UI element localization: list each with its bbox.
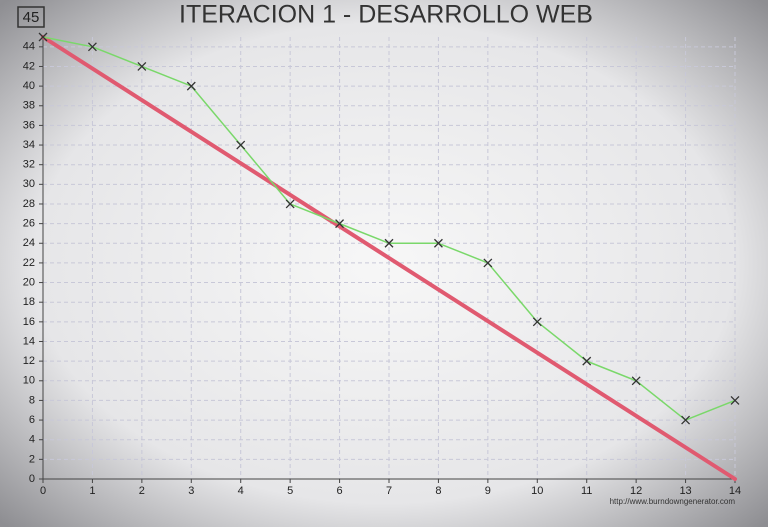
y-tick-label: 38 xyxy=(23,100,35,112)
x-tick-label: 8 xyxy=(435,485,441,497)
point-marker xyxy=(285,199,295,209)
y-tick-label: 18 xyxy=(23,296,35,308)
x-tick-label: 9 xyxy=(485,485,491,497)
point-marker xyxy=(38,32,48,42)
point-marker xyxy=(631,376,641,386)
y-tick-label: 42 xyxy=(23,60,35,72)
y-tick-label: 16 xyxy=(23,316,35,328)
y-tick-label: 8 xyxy=(29,394,35,406)
y-tick-label: 2 xyxy=(29,453,35,465)
y-tick-label: 0 xyxy=(29,473,35,485)
x-tick-label: 14 xyxy=(729,485,741,497)
x-tick-label: 5 xyxy=(287,485,293,497)
y-tick-label: 28 xyxy=(23,198,35,210)
y-tick-label: 36 xyxy=(23,119,35,131)
point-marker xyxy=(532,317,542,327)
point-marker xyxy=(236,140,246,150)
chart-title: ITERACION 1 - DESARROLLO WEB xyxy=(179,1,593,29)
x-tick-label: 7 xyxy=(386,485,392,497)
point-marker xyxy=(137,62,147,71)
x-tick-label: 12 xyxy=(630,485,642,497)
y-tick-label: 24 xyxy=(23,237,35,249)
y-tick-label: 14 xyxy=(23,335,35,347)
x-tick-label: 1 xyxy=(89,485,95,497)
y-tick-label: 22 xyxy=(23,257,35,269)
x-tick-label: 10 xyxy=(531,485,543,497)
point-marker xyxy=(335,219,345,229)
point-marker xyxy=(681,415,691,425)
x-tick-label: 6 xyxy=(337,485,343,497)
point-marker xyxy=(87,42,97,52)
ideal-line xyxy=(41,35,737,481)
y-tick-label: 4 xyxy=(29,434,35,446)
x-tick-label: 13 xyxy=(679,485,691,497)
y-tick-label: 26 xyxy=(23,218,35,230)
y-tick-label: 30 xyxy=(23,178,35,190)
point-marker xyxy=(384,238,394,248)
y-tick-label: 20 xyxy=(23,276,35,288)
x-tick-label: 4 xyxy=(238,485,244,497)
y-tick-label: 10 xyxy=(23,375,35,387)
y-tick-label: 34 xyxy=(23,139,35,151)
start-value: 45 xyxy=(23,9,40,26)
point-marker xyxy=(730,395,740,405)
point-marker xyxy=(582,356,592,366)
x-tick-label: 11 xyxy=(581,485,592,497)
point-marker xyxy=(186,81,196,91)
y-tick-label: 6 xyxy=(29,414,35,426)
x-tick-label: 2 xyxy=(139,485,145,497)
start-box xyxy=(17,6,45,28)
y-tick-label: 12 xyxy=(23,355,35,367)
y-tick-label: 44 xyxy=(23,41,35,53)
point-marker xyxy=(433,238,443,248)
x-tick-label: 3 xyxy=(188,485,194,497)
y-tick-label: 32 xyxy=(23,159,35,171)
source: http://www.burndowngenerator.com xyxy=(610,497,736,506)
y-tick-label: 40 xyxy=(23,80,35,92)
point-marker xyxy=(483,258,493,268)
x-tick-label: 0 xyxy=(40,485,46,497)
